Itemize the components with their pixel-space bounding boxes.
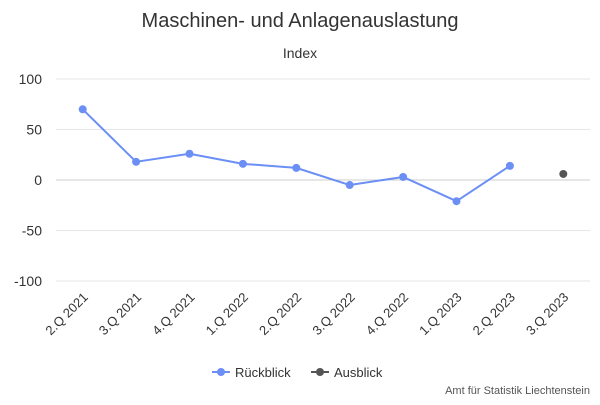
x-tick-label: 4.Q 2021 bbox=[149, 290, 197, 338]
y-tick-label: -50 bbox=[22, 223, 42, 239]
data-point[interactable] bbox=[78, 105, 87, 114]
data-point[interactable] bbox=[345, 181, 354, 190]
legend-item-rueckblick[interactable]: Rückblick bbox=[212, 365, 291, 380]
legend-marker-rueckblick bbox=[217, 368, 225, 376]
series-line bbox=[81, 108, 511, 203]
data-point[interactable] bbox=[292, 163, 301, 172]
plot-area bbox=[78, 105, 568, 206]
legend-marker-ausblick bbox=[316, 368, 324, 376]
chart-title: Maschinen- und Anlagenauslastung bbox=[142, 10, 459, 32]
y-axis-ticks: 100 50 0 -50 -100 bbox=[14, 71, 42, 289]
y-tick-label: 100 bbox=[19, 71, 43, 87]
x-tick-label: 2.Q 2021 bbox=[42, 290, 90, 338]
legend-item-ausblick[interactable]: Ausblick bbox=[311, 365, 383, 380]
x-tick-label: 1.Q 2022 bbox=[203, 290, 251, 338]
x-tick-label: 2.Q 2023 bbox=[470, 290, 518, 338]
credits[interactable]: Amt für Statistik Liechtenstein bbox=[445, 385, 590, 397]
legend-label-rueckblick: Rückblick bbox=[235, 365, 291, 380]
chart-subtitle: Index bbox=[283, 45, 317, 61]
x-tick-label: 3.Q 2022 bbox=[309, 290, 357, 338]
x-tick-label: 3.Q 2021 bbox=[96, 290, 144, 338]
x-tick-label: 2.Q 2022 bbox=[256, 290, 304, 338]
x-tick-label: 3.Q 2023 bbox=[523, 290, 571, 338]
y-tick-label: -100 bbox=[14, 273, 42, 289]
series-0 bbox=[78, 105, 514, 206]
y-tick-label: 0 bbox=[34, 172, 42, 188]
series-1 bbox=[559, 169, 568, 178]
data-point[interactable] bbox=[238, 159, 247, 168]
data-point[interactable] bbox=[505, 161, 514, 170]
y-tick-label: 50 bbox=[26, 122, 42, 138]
grid-lines bbox=[56, 78, 590, 282]
x-tick-label: 1.Q 2023 bbox=[416, 290, 464, 338]
data-point[interactable] bbox=[185, 149, 194, 158]
legend-label-ausblick: Ausblick bbox=[334, 365, 383, 380]
legend: Rückblick Ausblick bbox=[212, 365, 383, 380]
data-point[interactable] bbox=[559, 169, 568, 178]
x-axis-ticks: 2.Q 2021 3.Q 2021 4.Q 2021 1.Q 2022 2.Q 2022… bbox=[42, 290, 571, 338]
x-tick-label: 4.Q 2022 bbox=[363, 290, 411, 338]
data-point[interactable] bbox=[132, 157, 141, 166]
data-point[interactable] bbox=[399, 172, 408, 181]
data-point[interactable] bbox=[452, 197, 461, 206]
